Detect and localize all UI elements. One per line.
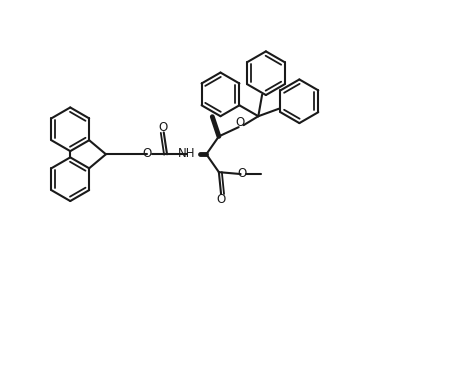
Text: O: O	[236, 167, 246, 180]
Text: O: O	[158, 121, 167, 134]
Text: O: O	[235, 116, 244, 129]
Text: NH: NH	[178, 147, 195, 160]
Text: O: O	[216, 193, 225, 206]
Text: O: O	[143, 147, 152, 160]
